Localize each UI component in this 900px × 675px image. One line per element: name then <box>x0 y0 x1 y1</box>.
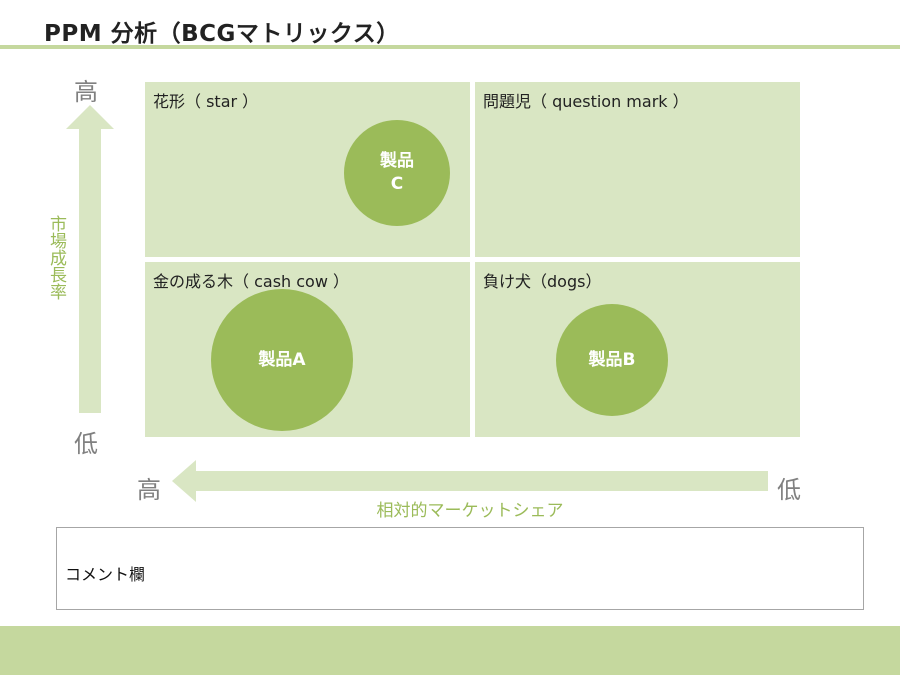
product-c-bubble: 製品 C <box>344 120 450 226</box>
title-underline <box>0 45 900 49</box>
y-axis-high-label: 高 <box>74 78 98 106</box>
footer-band <box>0 626 900 675</box>
page-title: PPM 分析（BCGマトリックス） <box>44 21 400 47</box>
comment-box[interactable]: コメント欄 <box>56 527 864 610</box>
quadrant-question-mark-label: 問題児（ question mark ） <box>483 92 689 111</box>
quadrant-star-label: 花形（ star ） <box>153 92 259 111</box>
comment-label: コメント欄 <box>65 565 146 584</box>
x-axis-title: 相対的マーケットシェア <box>376 501 564 521</box>
quadrant-cash-cow: 金の成る木（ cash cow ） 製品A <box>145 262 470 437</box>
product-b-bubble: 製品B <box>556 304 668 416</box>
quadrant-question-mark: 問題児（ question mark ） <box>475 82 800 257</box>
quadrant-cash-cow-label: 金の成る木（ cash cow ） <box>153 272 350 291</box>
x-axis-low-label: 低 <box>777 476 801 504</box>
product-a-bubble: 製品A <box>211 289 353 431</box>
x-axis-arrow-shape <box>172 460 768 502</box>
y-axis-title: 市場成長率 <box>46 215 66 300</box>
y-axis-low-label: 低 <box>74 430 98 458</box>
x-axis-high-label: 高 <box>137 476 161 504</box>
y-axis-arrow-shape <box>66 105 114 413</box>
quadrant-star: 花形（ star ） 製品 C <box>145 82 470 257</box>
quadrant-dogs-label: 負け犬（dogs） <box>483 272 602 291</box>
y-axis-arrow <box>66 105 114 413</box>
quadrant-dogs: 負け犬（dogs） 製品B <box>475 262 800 437</box>
x-axis-arrow <box>172 460 768 502</box>
